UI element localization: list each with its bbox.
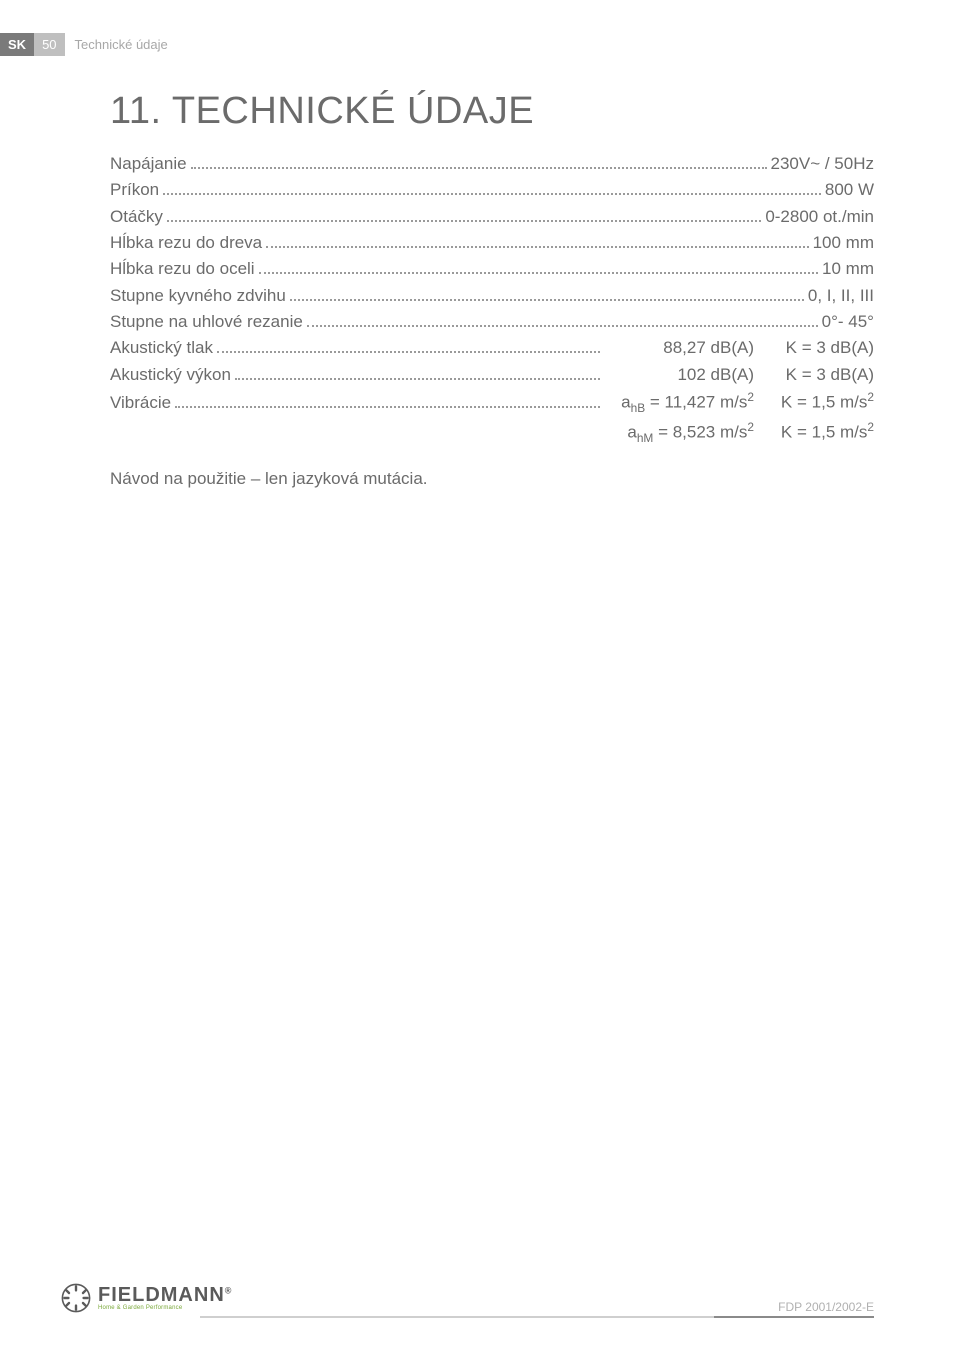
header-lang: SK <box>0 33 34 56</box>
spec-value: 230V~ / 50Hz <box>771 151 875 177</box>
header-page-number: 50 <box>34 33 64 56</box>
spec-value: 10 mm <box>822 256 874 282</box>
spec-value: 800 W <box>825 177 874 203</box>
brand-name: FIELDMANN® <box>98 1285 232 1305</box>
spec-value: ahB = 11,427 m/s2K = 1,5 m/s2 <box>604 388 874 418</box>
spec-row: Príkon 800 W <box>110 177 874 203</box>
brand-logo: FIELDMANN® Home & Garden Performance <box>60 1282 232 1314</box>
spec-label: Hĺbka rezu do dreva <box>110 230 262 256</box>
footnote: Návod na použitie – len jazyková mutácia… <box>110 469 874 489</box>
header-section-title: Technické údaje <box>65 33 178 56</box>
spec-row: Hĺbka rezu do oceli 10 mm <box>110 256 874 282</box>
spec-value: 100 mm <box>813 230 874 256</box>
spec-value: 0-2800 ot./min <box>765 204 874 230</box>
spec-label: Akustický tlak <box>110 335 213 361</box>
leader-dots <box>266 246 808 248</box>
spec-label: Hĺbka rezu do oceli <box>110 256 255 282</box>
spec-row: Akustický výkon 102 dB(A)K = 3 dB(A) <box>110 362 874 388</box>
spec-row: Napájanie 230V~ / 50Hz <box>110 151 874 177</box>
leader-dots <box>235 378 600 380</box>
leader-dots <box>307 325 818 327</box>
spec-row: Stupne kyvného zdvihu 0, I, II, III <box>110 283 874 309</box>
spec-value: 0°- 45° <box>822 309 874 335</box>
product-code: FDP 2001/2002-E <box>778 1300 874 1314</box>
spec-row: Stupne na uhlové rezanie 0°- 45° <box>110 309 874 335</box>
page-title: 11. TECHNICKÉ ÚDAJE <box>110 90 874 133</box>
spec-label: Akustický výkon <box>110 362 231 388</box>
spec-row: Akustický tlak 88,27 dB(A)K = 3 dB(A) <box>110 335 874 361</box>
spec-value: 88,27 dB(A)K = 3 dB(A) <box>604 335 874 361</box>
spec-label: Napájanie <box>110 151 187 177</box>
spec-list: Napájanie 230V~ / 50Hz Príkon 800 W Otáčky 0-… <box>110 151 874 447</box>
leader-dots <box>217 351 600 353</box>
leader-dots <box>290 299 804 301</box>
fieldmann-icon <box>60 1282 92 1314</box>
leader-dots <box>163 193 821 195</box>
leader-dots <box>167 220 761 222</box>
spec-value: 102 dB(A)K = 3 dB(A) <box>604 362 874 388</box>
spec-label: Stupne kyvného zdvihu <box>110 283 286 309</box>
main-content: 11. TECHNICKÉ ÚDAJE Napájanie 230V~ / 50H… <box>110 90 874 489</box>
leader-dots <box>175 406 600 408</box>
spec-row-extra: ahM = 8,523 m/s2K = 1,5 m/s2 <box>110 418 874 448</box>
spec-value: 0, I, II, III <box>808 283 874 309</box>
spec-row: Otáčky 0-2800 ot./min <box>110 204 874 230</box>
leader-dots <box>259 272 818 274</box>
spec-label: Stupne na uhlové rezanie <box>110 309 303 335</box>
spec-row: Hĺbka rezu do dreva 100 mm <box>110 230 874 256</box>
leader-dots <box>191 167 767 169</box>
page-footer: FIELDMANN® Home & Garden Performance FDP… <box>60 1282 874 1314</box>
spec-label: Otáčky <box>110 204 163 230</box>
spec-label: Príkon <box>110 177 159 203</box>
page-header: SK 50 Technické údaje <box>0 32 178 56</box>
footer-divider <box>200 1316 874 1318</box>
spec-row: Vibrácie ahB = 11,427 m/s2K = 1,5 m/s2 <box>110 388 874 418</box>
spec-label: Vibrácie <box>110 390 171 416</box>
spec-value: ahM = 8,523 m/s2K = 1,5 m/s2 <box>604 418 874 448</box>
